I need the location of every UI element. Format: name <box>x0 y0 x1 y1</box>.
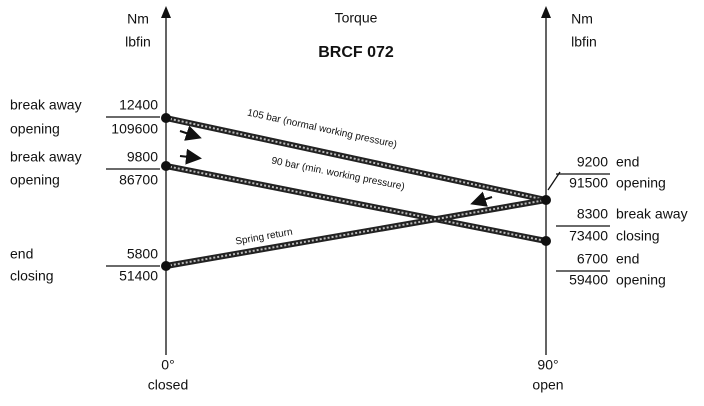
point <box>161 113 171 123</box>
label-line1: break away <box>616 206 688 222</box>
point <box>541 195 551 205</box>
left-axis-arrow <box>161 6 171 18</box>
direction-arrow <box>179 125 202 141</box>
direction-arrow <box>470 191 493 207</box>
title: Torque <box>335 10 378 26</box>
state-label: open <box>532 377 563 393</box>
unit-nm: Nm <box>127 11 149 27</box>
line-label: 105 bar (normal working pressure) <box>246 108 398 151</box>
value-nm: 5800 <box>127 246 158 262</box>
point <box>161 161 171 171</box>
label-line2: opening <box>616 272 666 288</box>
line-spring <box>165 197 547 269</box>
value-nm: 12400 <box>119 97 158 113</box>
position-label: 90° <box>537 357 558 373</box>
value-nm: 9200 <box>577 154 608 170</box>
line-105bar <box>165 115 547 203</box>
value-lbfin: 86700 <box>119 172 158 188</box>
direction-arrow <box>179 148 202 165</box>
value-lbfin: 109600 <box>111 121 158 137</box>
label-line2: opening <box>616 175 666 191</box>
unit-nm: Nm <box>571 11 593 27</box>
state-label: closed <box>148 377 188 393</box>
value-nm: 6700 <box>577 251 608 267</box>
point <box>541 236 551 246</box>
label-line2: opening <box>10 172 60 188</box>
label-line1: break away <box>10 97 82 113</box>
label-line1: end <box>616 251 639 267</box>
value-lbfin: 73400 <box>569 228 608 244</box>
label-line1: break away <box>10 149 82 165</box>
leader-line <box>547 171 561 191</box>
position-label: 0° <box>161 357 174 373</box>
unit-lbfin: lbfin <box>571 34 597 50</box>
right-axis-arrow <box>541 6 551 18</box>
line-90bar <box>165 163 547 244</box>
label-line1: end <box>10 246 33 262</box>
model: BRCF 072 <box>318 44 394 61</box>
value-lbfin: 91500 <box>569 175 608 191</box>
point <box>161 261 171 271</box>
label-line2: closing <box>10 268 54 284</box>
value-nm: 9800 <box>127 149 158 165</box>
value-lbfin: 51400 <box>119 268 158 284</box>
label-line1: end <box>616 154 639 170</box>
value-lbfin: 59400 <box>569 272 608 288</box>
value-nm: 8300 <box>577 206 608 222</box>
unit-lbfin: lbfin <box>125 34 151 50</box>
label-line2: closing <box>616 228 660 244</box>
line-label: 90 bar (min. working pressure) <box>270 156 405 193</box>
label-line2: opening <box>10 121 60 137</box>
